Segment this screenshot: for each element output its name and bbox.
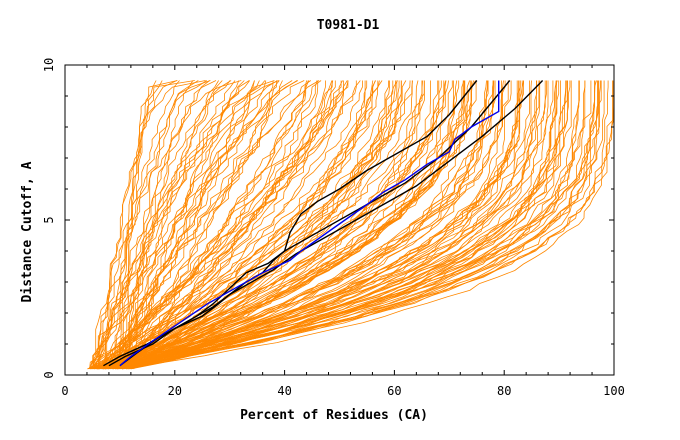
model-curve xyxy=(94,80,357,370)
model-curve xyxy=(101,80,509,370)
highlight-curve-blue xyxy=(119,80,500,367)
model-curve xyxy=(91,80,194,369)
model-curve xyxy=(108,80,231,369)
model-curve xyxy=(130,80,614,370)
model-curve xyxy=(93,80,180,369)
model-curve xyxy=(100,80,312,369)
model-curve xyxy=(121,80,613,370)
x-tick-label: 40 xyxy=(277,384,291,398)
model-curve xyxy=(92,80,250,369)
x-tick-label: 20 xyxy=(168,384,182,398)
x-tick-label: 100 xyxy=(603,384,625,398)
model-curve xyxy=(102,80,333,369)
model-curve xyxy=(106,80,521,370)
model-curve xyxy=(120,80,178,369)
model-curve xyxy=(117,80,431,370)
model-curve xyxy=(106,80,447,370)
model-curve xyxy=(116,80,600,370)
model-curve xyxy=(99,80,596,370)
model-curve xyxy=(107,80,376,370)
y-tick-label: 5 xyxy=(42,216,56,223)
model-curve xyxy=(97,80,380,370)
x-tick-label: 0 xyxy=(61,384,68,398)
model-curve xyxy=(90,80,299,369)
model-curve xyxy=(126,80,506,370)
model-curve xyxy=(101,80,504,370)
model-curve xyxy=(115,80,475,370)
x-tick-label: 80 xyxy=(497,384,511,398)
model-curve xyxy=(97,80,383,370)
model-curve xyxy=(108,80,407,370)
y-axis: 0 5 10 xyxy=(42,58,614,379)
highlighted-model-curves xyxy=(103,80,544,367)
model-curve xyxy=(102,80,595,370)
model-curve xyxy=(116,80,305,370)
model-curve xyxy=(126,80,342,370)
model-curve xyxy=(124,80,447,370)
y-tick-label: 0 xyxy=(42,371,56,378)
chart-title: T0981-D1 xyxy=(317,18,380,33)
model-curve xyxy=(103,80,199,369)
model-curve xyxy=(122,80,336,370)
model-curve xyxy=(119,80,523,370)
model-curve xyxy=(96,80,586,370)
model-curve xyxy=(108,80,519,370)
model-curve xyxy=(113,80,255,370)
model-curve xyxy=(89,80,251,369)
highlight-curve-black xyxy=(119,80,544,367)
model-curves xyxy=(87,80,615,370)
x-tick-label: 60 xyxy=(387,384,401,398)
model-curve xyxy=(88,80,275,370)
model-curve xyxy=(124,80,211,369)
model-curve xyxy=(108,80,267,369)
model-curve xyxy=(104,80,537,370)
model-curve xyxy=(118,80,374,370)
model-curve xyxy=(112,80,293,369)
model-curve xyxy=(127,80,310,369)
model-curve xyxy=(93,80,530,370)
model-curve xyxy=(95,80,398,370)
model-curve xyxy=(90,80,242,369)
y-tick-label: 10 xyxy=(42,58,56,72)
model-curve xyxy=(91,80,280,370)
model-curve xyxy=(128,80,207,369)
model-curve xyxy=(117,80,283,369)
model-curve xyxy=(106,80,255,369)
model-curve xyxy=(92,80,567,370)
model-curve xyxy=(94,80,477,370)
model-curve xyxy=(95,80,368,370)
model-curve xyxy=(87,80,546,370)
model-curve xyxy=(112,80,236,369)
model-curve xyxy=(105,80,343,370)
model-curve xyxy=(112,80,538,370)
model-curve xyxy=(98,80,206,369)
model-curve xyxy=(109,80,449,370)
model-curve xyxy=(123,80,266,370)
x-axis: 0 20 40 60 80 100 xyxy=(61,65,625,398)
model-curve xyxy=(98,80,177,369)
model-curve xyxy=(124,80,195,369)
model-curve xyxy=(92,80,348,369)
model-curve xyxy=(121,80,219,369)
model-curve xyxy=(104,80,592,370)
model-curve xyxy=(94,80,363,370)
model-curve xyxy=(116,80,402,370)
model-curve xyxy=(116,80,495,370)
y-axis-label: Distance Cutoff, A xyxy=(20,161,35,302)
model-curve xyxy=(90,80,465,370)
model-curve xyxy=(94,80,440,370)
x-axis-label: Percent of Residues (CA) xyxy=(240,408,428,423)
model-curve xyxy=(103,80,210,369)
